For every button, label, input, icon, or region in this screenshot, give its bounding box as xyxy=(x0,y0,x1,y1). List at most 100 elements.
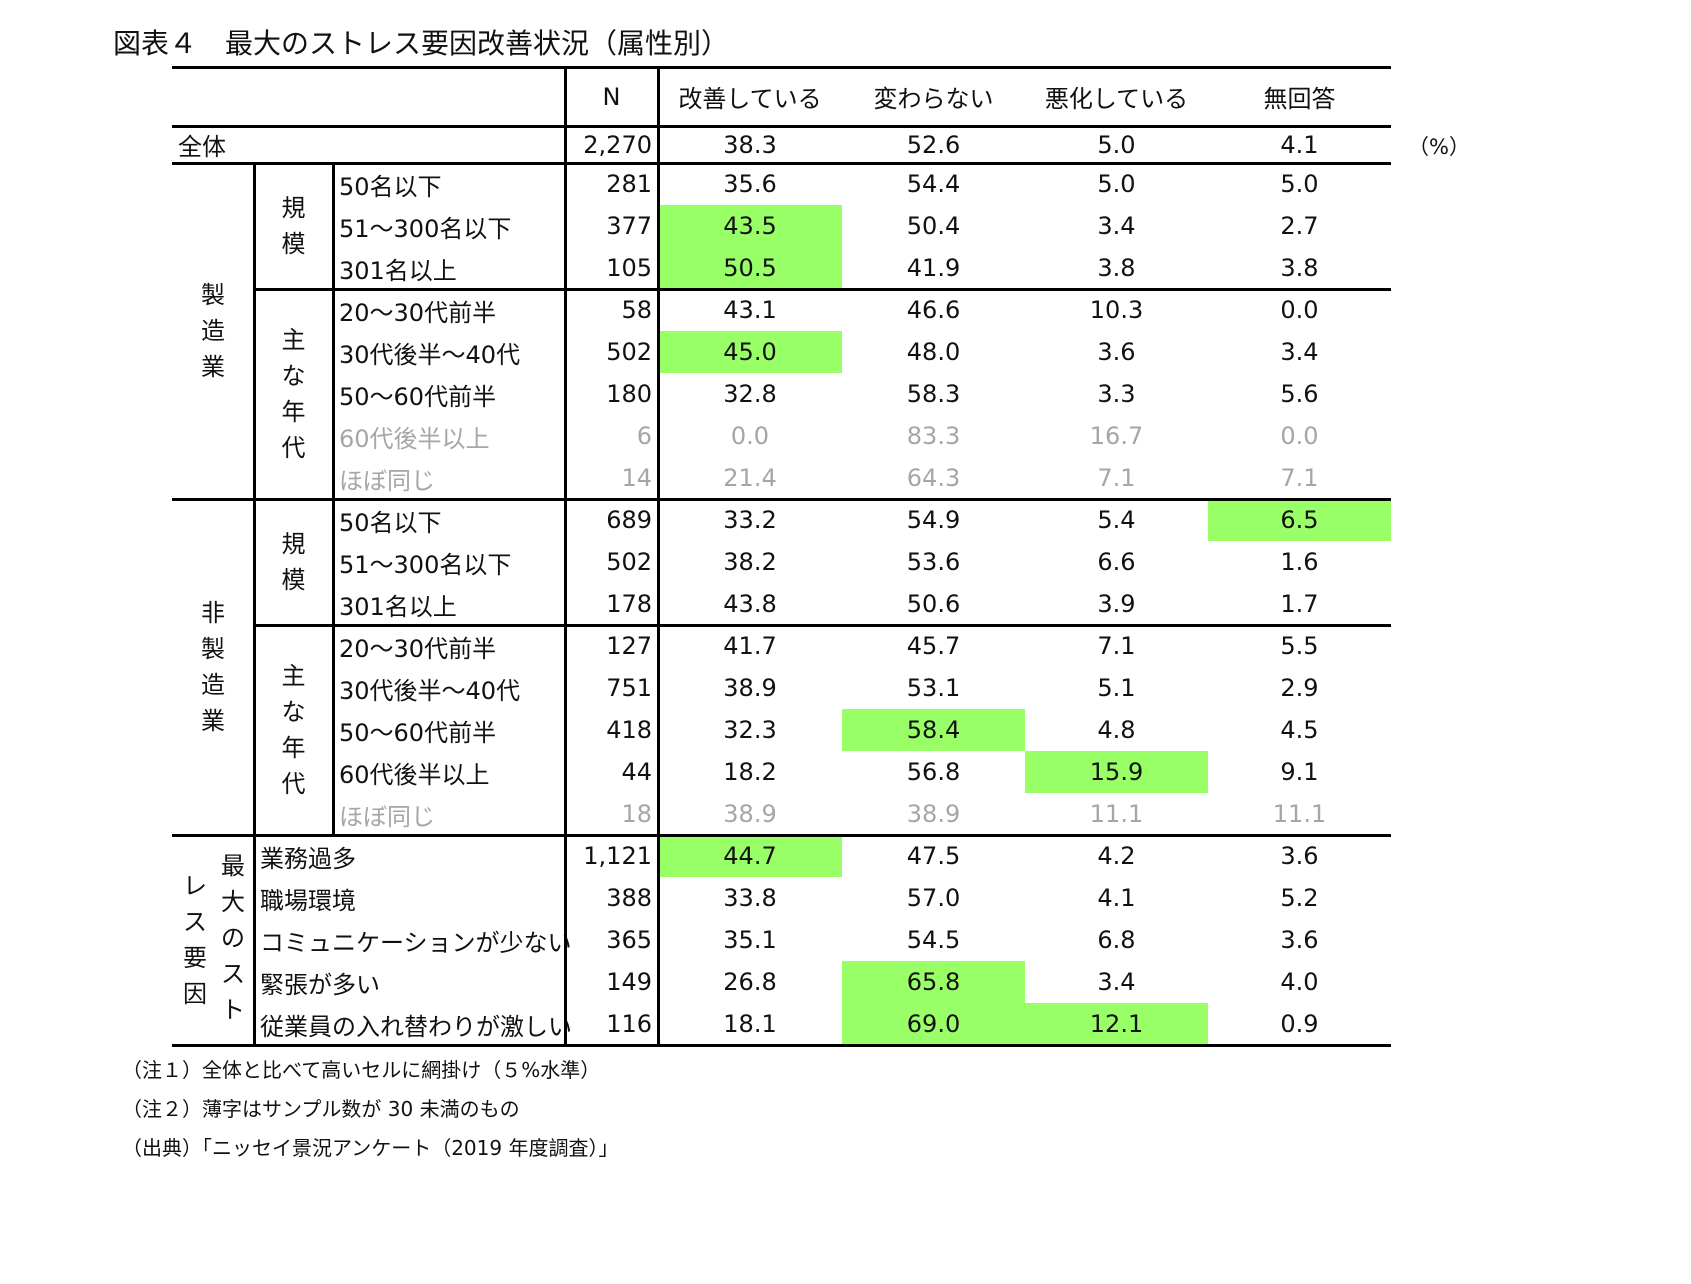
pct-value: 11.1 xyxy=(1272,800,1327,828)
pct-value: 83.3 xyxy=(906,422,961,450)
n-value: 127 xyxy=(606,632,652,660)
pct-value: 53.1 xyxy=(906,674,961,702)
pct-value: 2.7 xyxy=(1280,212,1319,240)
row-label: コミュニケーションが少ない xyxy=(260,928,572,957)
note-1: （注１）全体と比べて高いセルに網掛け（５%水準） xyxy=(122,1058,601,1082)
pct-value: 65.8 xyxy=(906,968,961,996)
pct-value: 50.6 xyxy=(906,590,961,618)
pct-value: 41.9 xyxy=(906,254,961,282)
pct-value: 0.9 xyxy=(1280,1010,1319,1038)
n-value: 751 xyxy=(606,674,652,702)
pct-value: 46.6 xyxy=(906,296,961,324)
row-label: 50名以下 xyxy=(339,172,442,201)
n-value: 502 xyxy=(606,338,652,366)
pct-value: 54.5 xyxy=(906,926,961,954)
row-label: 51～300名以下 xyxy=(339,550,512,579)
pct-value: 3.8 xyxy=(1280,254,1319,282)
row-label: ほぼ同じ xyxy=(339,802,435,831)
pct-value: 1.7 xyxy=(1280,590,1319,618)
row-label: 20～30代前半 xyxy=(339,298,497,327)
row-label: 30代後半～40代 xyxy=(339,340,521,369)
pct-value: 5.5 xyxy=(1280,632,1319,660)
pct-value: 58.3 xyxy=(906,380,961,408)
pct-value: 41.7 xyxy=(723,632,777,660)
pct-value: 4.0 xyxy=(1280,968,1319,996)
pct-value: 5.6 xyxy=(1280,380,1319,408)
n-value: 58 xyxy=(621,296,652,324)
n-value: 6 xyxy=(636,422,652,450)
pct-value: 16.7 xyxy=(1089,422,1144,450)
pct-value: 35.1 xyxy=(723,926,777,954)
highlight-cell xyxy=(658,835,842,877)
row-label: 30代後半～40代 xyxy=(339,676,521,705)
rule-vertical xyxy=(253,163,256,1045)
pct-value: 2.9 xyxy=(1280,674,1319,702)
pct-value: 3.6 xyxy=(1280,842,1319,870)
n-value: 18 xyxy=(621,800,652,828)
unit-label: （%） xyxy=(1408,135,1470,159)
pct-value: 47.5 xyxy=(906,842,961,870)
pct-value: 3.9 xyxy=(1097,590,1136,618)
rule-horizontal xyxy=(254,288,1391,291)
pct-value: 6.6 xyxy=(1097,548,1136,576)
pct-value: 44.7 xyxy=(723,842,777,870)
pct-value: 3.8 xyxy=(1097,254,1136,282)
pct-value: 35.6 xyxy=(723,170,777,198)
n-value: 388 xyxy=(606,884,652,912)
pct-value: 53.6 xyxy=(906,548,961,576)
highlight-cell xyxy=(842,1003,1025,1045)
row-label: 301名以上 xyxy=(339,592,457,621)
pct-value: 3.3 xyxy=(1097,380,1136,408)
pct-value: 57.0 xyxy=(906,884,961,912)
pct-value: 33.2 xyxy=(723,506,777,534)
row-label: 業務過多 xyxy=(260,844,356,873)
column-header-2: 変わらない xyxy=(873,85,994,113)
rule-horizontal xyxy=(254,624,1391,627)
n-value: 105 xyxy=(606,254,652,282)
pct-value: 58.4 xyxy=(906,716,961,744)
pct-value: 11.1 xyxy=(1089,800,1144,828)
n-value: 377 xyxy=(606,212,652,240)
pct-value: 0.0 xyxy=(1280,296,1319,324)
note-2: （注２）薄字はサンプル数が 30 未満のもの xyxy=(122,1097,520,1121)
pct-value: 43.8 xyxy=(723,590,777,618)
pct-value: 45.7 xyxy=(906,632,961,660)
pct-value: 5.1 xyxy=(1097,674,1136,702)
pct-value: 45.0 xyxy=(723,338,777,366)
pct-value: 4.2 xyxy=(1097,842,1136,870)
subgroup-label: 主な年代 xyxy=(281,662,306,798)
pct-value: 56.8 xyxy=(906,758,961,786)
pct-value: 5.0 xyxy=(1097,130,1136,159)
pct-value: 50.5 xyxy=(723,254,777,282)
pct-value: 54.9 xyxy=(906,506,961,534)
pct-value: 3.6 xyxy=(1280,926,1319,954)
row-label: 301名以上 xyxy=(339,256,457,285)
row-label: 職場環境 xyxy=(260,886,356,915)
n-value: 365 xyxy=(606,926,652,954)
pct-value: 15.9 xyxy=(1089,758,1144,786)
n-value: 689 xyxy=(606,506,652,534)
rule-vertical xyxy=(332,163,335,835)
highlight-cell xyxy=(1208,499,1391,541)
column-header-4: 無回答 xyxy=(1263,85,1336,113)
n-value: 1,121 xyxy=(583,842,652,870)
subgroup-label: 主な年代 xyxy=(281,326,306,462)
pct-value: 38.9 xyxy=(906,800,961,828)
row-label: 60代後半以上 xyxy=(339,760,490,789)
pct-value: 7.1 xyxy=(1280,464,1319,492)
rule-horizontal xyxy=(172,1044,1391,1047)
row-label-total: 全体 xyxy=(178,133,226,161)
pct-value: 38.3 xyxy=(723,130,777,159)
pct-value: 32.3 xyxy=(723,716,777,744)
n-value: 116 xyxy=(606,1010,652,1038)
rule-horizontal xyxy=(172,498,1391,501)
pct-value: 0.0 xyxy=(1280,422,1319,450)
highlight-cell xyxy=(658,205,842,247)
pct-value: 50.4 xyxy=(906,212,961,240)
row-label: ほぼ同じ xyxy=(339,466,435,495)
row-label: 20～30代前半 xyxy=(339,634,497,663)
pct-value: 38.9 xyxy=(723,800,777,828)
pct-value: 38.9 xyxy=(723,674,777,702)
subgroup-label: 規模 xyxy=(281,194,306,258)
